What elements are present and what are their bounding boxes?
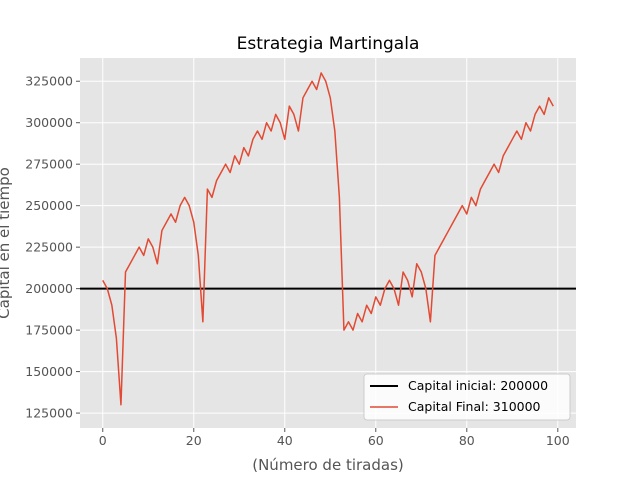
plot-background — [80, 58, 576, 428]
y-tick-label: 175000 — [25, 323, 73, 338]
x-tick-label: 40 — [277, 433, 293, 448]
chart-title: Estrategia Martingala — [237, 34, 420, 54]
x-tick-label: 80 — [459, 433, 475, 448]
y-tick-label: 125000 — [25, 406, 73, 421]
y-tick-label: 200000 — [25, 281, 73, 296]
x-tick-label: 100 — [546, 433, 570, 448]
x-tick-labels: 0 20 40 60 80 100 — [99, 433, 570, 448]
series-group — [102, 72, 554, 406]
legend-label-baseline: Capital inicial: 200000 — [408, 378, 548, 393]
y-tick-label: 300000 — [25, 115, 73, 130]
y-tick-label: 250000 — [25, 198, 73, 213]
y-tick-label: 275000 — [25, 157, 73, 172]
y-tick-label: 225000 — [25, 240, 73, 255]
y-tick-label: 150000 — [25, 364, 73, 379]
x-tick-label: 20 — [186, 433, 202, 448]
series-line — [102, 72, 554, 406]
legend: Capital inicial: 200000 Capital Final: 3… — [363, 373, 571, 421]
y-tick-label: 325000 — [25, 74, 73, 89]
x-axis-title: (Número de tiradas) — [252, 456, 404, 474]
legend-label-series: Capital Final: 310000 — [408, 399, 541, 414]
y-tick-labels: 125000 150000 175000 200000 225000 250000 2750… — [25, 74, 73, 421]
x-tick-label: 60 — [368, 433, 384, 448]
y-axis-title: Capital en el tiempo — [0, 167, 13, 319]
x-tick-label: 0 — [99, 433, 107, 448]
legend-box — [363, 373, 571, 421]
